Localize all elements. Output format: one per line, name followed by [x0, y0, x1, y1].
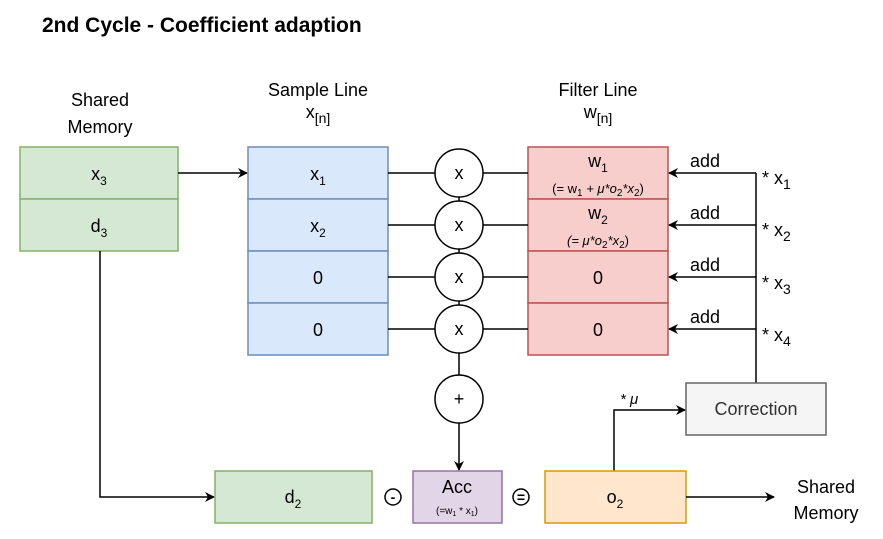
- filter-w1-formula: (= w1 + μ*o2*x2): [552, 181, 644, 199]
- correction-factor: * x2: [762, 220, 791, 244]
- shared-memory-label-1: Shared: [71, 90, 129, 110]
- shared-memory-d3: d3: [91, 216, 108, 240]
- acc-formula: (=w1 * x1): [436, 506, 478, 518]
- minus-symbol: -: [391, 489, 396, 505]
- filter-w2-formula: (= μ*o2*x2): [567, 233, 629, 251]
- equals-operator-icon: [512, 488, 530, 506]
- filter-cell-w3: [527, 250, 669, 304]
- diagram-title: 2nd Cycle - Coefficient adaption: [42, 14, 362, 37]
- correction-factor: * x3: [762, 273, 791, 297]
- acc-label: Acc: [442, 477, 472, 497]
- d3-to-d2-arrow: [99, 251, 215, 502]
- o2-to-correction-arrow: [613, 405, 686, 471]
- sample-cell-label: 0: [313, 320, 323, 340]
- filter-cell-w4: [527, 302, 669, 356]
- filter-w3: 0: [593, 268, 603, 288]
- o2-box: [544, 470, 687, 524]
- output-memory-label-1: Shared: [797, 477, 855, 497]
- sample-cell-label: x2: [310, 216, 326, 240]
- shared-memory-cell-x3: [19, 146, 179, 200]
- multiplier-symbol: x: [455, 319, 464, 339]
- output-memory-label-2: Memory: [793, 503, 858, 523]
- add-label: add: [690, 307, 720, 327]
- d2-box: [214, 470, 373, 524]
- multiplier-symbol: x: [455, 215, 464, 235]
- filter-cell-w1: [527, 146, 669, 200]
- sample-cell: [247, 146, 389, 200]
- o2-label: o2: [607, 487, 624, 511]
- mu-label: * μ: [620, 391, 638, 408]
- shared-memory-label-2: Memory: [67, 117, 132, 137]
- correction-label: Correction: [714, 399, 797, 419]
- sample-cell-label: 0: [313, 268, 323, 288]
- multiplier-symbol: x: [455, 267, 464, 287]
- sample-line-label: Sample Line: [268, 80, 368, 100]
- filter-w4: 0: [593, 320, 603, 340]
- correction-factor: * x4: [762, 325, 791, 349]
- filter-line-label: Filter Line: [558, 80, 637, 100]
- shared-memory-cell-d3: [19, 198, 179, 252]
- filter-cell-w2: [527, 198, 669, 252]
- adder-symbol: +: [454, 389, 465, 409]
- minus-operator-icon: [384, 488, 402, 506]
- correction-factor: * x1: [762, 168, 791, 192]
- add-label: add: [690, 255, 720, 275]
- shared-memory-x3: x3: [91, 164, 107, 188]
- equals-symbol: =: [517, 489, 525, 505]
- correction-box: [685, 382, 827, 436]
- add-label: add: [690, 151, 720, 171]
- sample-line-var: x[n]: [306, 102, 331, 126]
- multiplier-symbol: x: [455, 163, 464, 183]
- d2-label: d2: [285, 487, 302, 511]
- filter-line-var: w[n]: [583, 102, 613, 126]
- add-label: add: [690, 203, 720, 223]
- acc-box: [412, 470, 503, 524]
- sample-cell-label: x1: [310, 164, 326, 188]
- filter-w1: w1: [587, 151, 608, 175]
- filter-w2: w2: [587, 203, 608, 227]
